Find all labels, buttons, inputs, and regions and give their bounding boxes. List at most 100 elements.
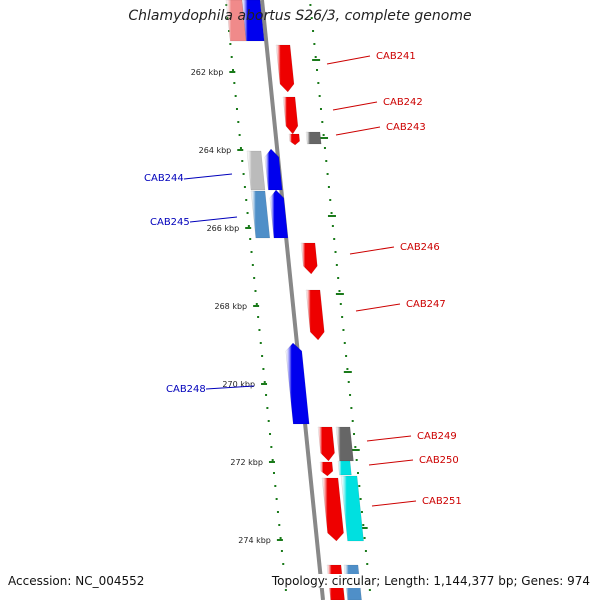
guide-dot-right xyxy=(323,147,326,149)
guide-dot-left xyxy=(262,368,265,370)
forward-gene-bar xyxy=(319,461,334,477)
gene-label: CAB241 xyxy=(376,51,416,62)
gene-leader-line xyxy=(332,101,378,111)
genome-title: Chlamydophila abortus S26/3, complete ge… xyxy=(128,8,472,24)
guide-dot-right xyxy=(356,472,359,474)
guide-dot-left xyxy=(237,121,240,123)
guide-dot-right xyxy=(354,446,357,448)
guide-dot-right xyxy=(326,173,329,175)
scale-tick-label: 264 kbp xyxy=(199,146,232,155)
guide-dot-left xyxy=(263,381,266,383)
guide-dot-left xyxy=(254,290,257,292)
forward-gene-bar xyxy=(300,242,318,275)
gene-leader-line xyxy=(349,246,395,255)
guide-dot-right xyxy=(359,498,362,500)
guide-dot-left xyxy=(257,316,260,318)
guide-dot-left xyxy=(282,563,285,565)
feature-block xyxy=(335,426,354,462)
gene-label: CAB247 xyxy=(406,299,446,310)
guide-dot-left xyxy=(243,186,246,188)
guide-dot-right xyxy=(339,303,342,305)
guide-dot-right xyxy=(333,238,336,240)
genome-stats-text: Topology: circular; Length: 1,144,377 bp… xyxy=(269,574,592,588)
feature-block xyxy=(305,131,322,145)
guide-dot-left xyxy=(253,277,256,279)
guide-dot-right xyxy=(330,212,333,214)
gene-leader-line xyxy=(335,126,381,136)
guide-dot-right xyxy=(350,407,353,409)
guide-dot-left xyxy=(242,173,245,175)
feature-block xyxy=(246,150,266,191)
scale-tick-label: 272 kbp xyxy=(230,458,263,467)
guide-dot-left xyxy=(276,511,279,513)
guide-dot-left xyxy=(255,303,258,305)
guide-dot-left xyxy=(251,264,254,266)
guide-dot-left xyxy=(250,251,253,253)
guide-dot-right xyxy=(319,108,322,110)
guide-dot-left xyxy=(235,108,238,110)
guide-dot-right xyxy=(366,563,369,565)
guide-dot-right xyxy=(368,589,371,591)
accession-text: Accession: NC_004552 xyxy=(6,574,147,588)
gene-label: CAB243 xyxy=(386,122,426,133)
forward-gene-bar xyxy=(321,477,344,542)
guide-dot-right xyxy=(341,316,344,318)
guide-dot-left xyxy=(259,342,262,344)
guide-dot-right xyxy=(346,368,349,370)
gene-label: CAB250 xyxy=(419,455,459,466)
gene-leader-line xyxy=(366,435,412,442)
gene-leader-line xyxy=(355,303,401,312)
guide-dot-right xyxy=(363,537,366,539)
guide-dot-left xyxy=(266,407,269,409)
guide-dot-left xyxy=(226,17,229,19)
guide-dot-right xyxy=(318,95,321,97)
guide-dot-left xyxy=(232,69,235,71)
guide-dot-right xyxy=(364,550,367,552)
gene-label: CAB251 xyxy=(422,496,462,507)
reverse-gene-bar xyxy=(269,189,289,239)
guide-dot-left xyxy=(258,329,261,331)
forward-gene-bar xyxy=(275,44,295,93)
guide-dot-left xyxy=(272,472,275,474)
guide-dot-right xyxy=(347,381,350,383)
guide-dot-left xyxy=(271,459,274,461)
guide-dot-right xyxy=(314,56,317,58)
forward-gene-bar xyxy=(288,133,300,146)
guide-dot-right xyxy=(362,524,365,526)
guide-dot-left xyxy=(245,199,248,201)
reverse-gene-bar xyxy=(285,342,310,425)
guide-dot-right xyxy=(329,199,332,201)
forward-gene-bar xyxy=(282,96,299,135)
reverse-gene-bar xyxy=(241,0,265,42)
guide-dot-right xyxy=(309,4,312,6)
forward-gene-bar xyxy=(305,289,325,341)
backbone-line xyxy=(260,0,325,600)
guide-dot-right xyxy=(358,485,361,487)
guide-dot-right xyxy=(313,43,316,45)
guide-dot-left xyxy=(284,589,287,591)
gene-label: CAB245 xyxy=(150,217,190,228)
guide-dot-left xyxy=(229,43,232,45)
guide-dot-left xyxy=(279,537,282,539)
gene-label: CAB249 xyxy=(417,431,457,442)
gene-leader-line xyxy=(326,55,371,65)
guide-dot-right xyxy=(316,69,319,71)
feature-block xyxy=(337,460,352,476)
gene-label: CAB248 xyxy=(166,384,206,395)
guide-dot-left xyxy=(246,212,249,214)
guide-dot-right xyxy=(353,433,356,435)
guide-dot-right xyxy=(321,121,324,123)
guide-dot-right xyxy=(317,82,320,84)
guide-dot-right xyxy=(338,290,341,292)
guide-dot-right xyxy=(360,511,363,513)
feature-block xyxy=(340,475,364,542)
guide-dot-left xyxy=(234,95,237,97)
guide-dot-right xyxy=(325,160,328,162)
guide-dot-left xyxy=(239,147,242,149)
forward-gene-bar xyxy=(317,426,335,462)
guide-dot-right xyxy=(327,186,330,188)
gene-label: CAB244 xyxy=(144,173,184,184)
guide-dot-right xyxy=(351,420,354,422)
gene-leader-line xyxy=(205,385,255,390)
